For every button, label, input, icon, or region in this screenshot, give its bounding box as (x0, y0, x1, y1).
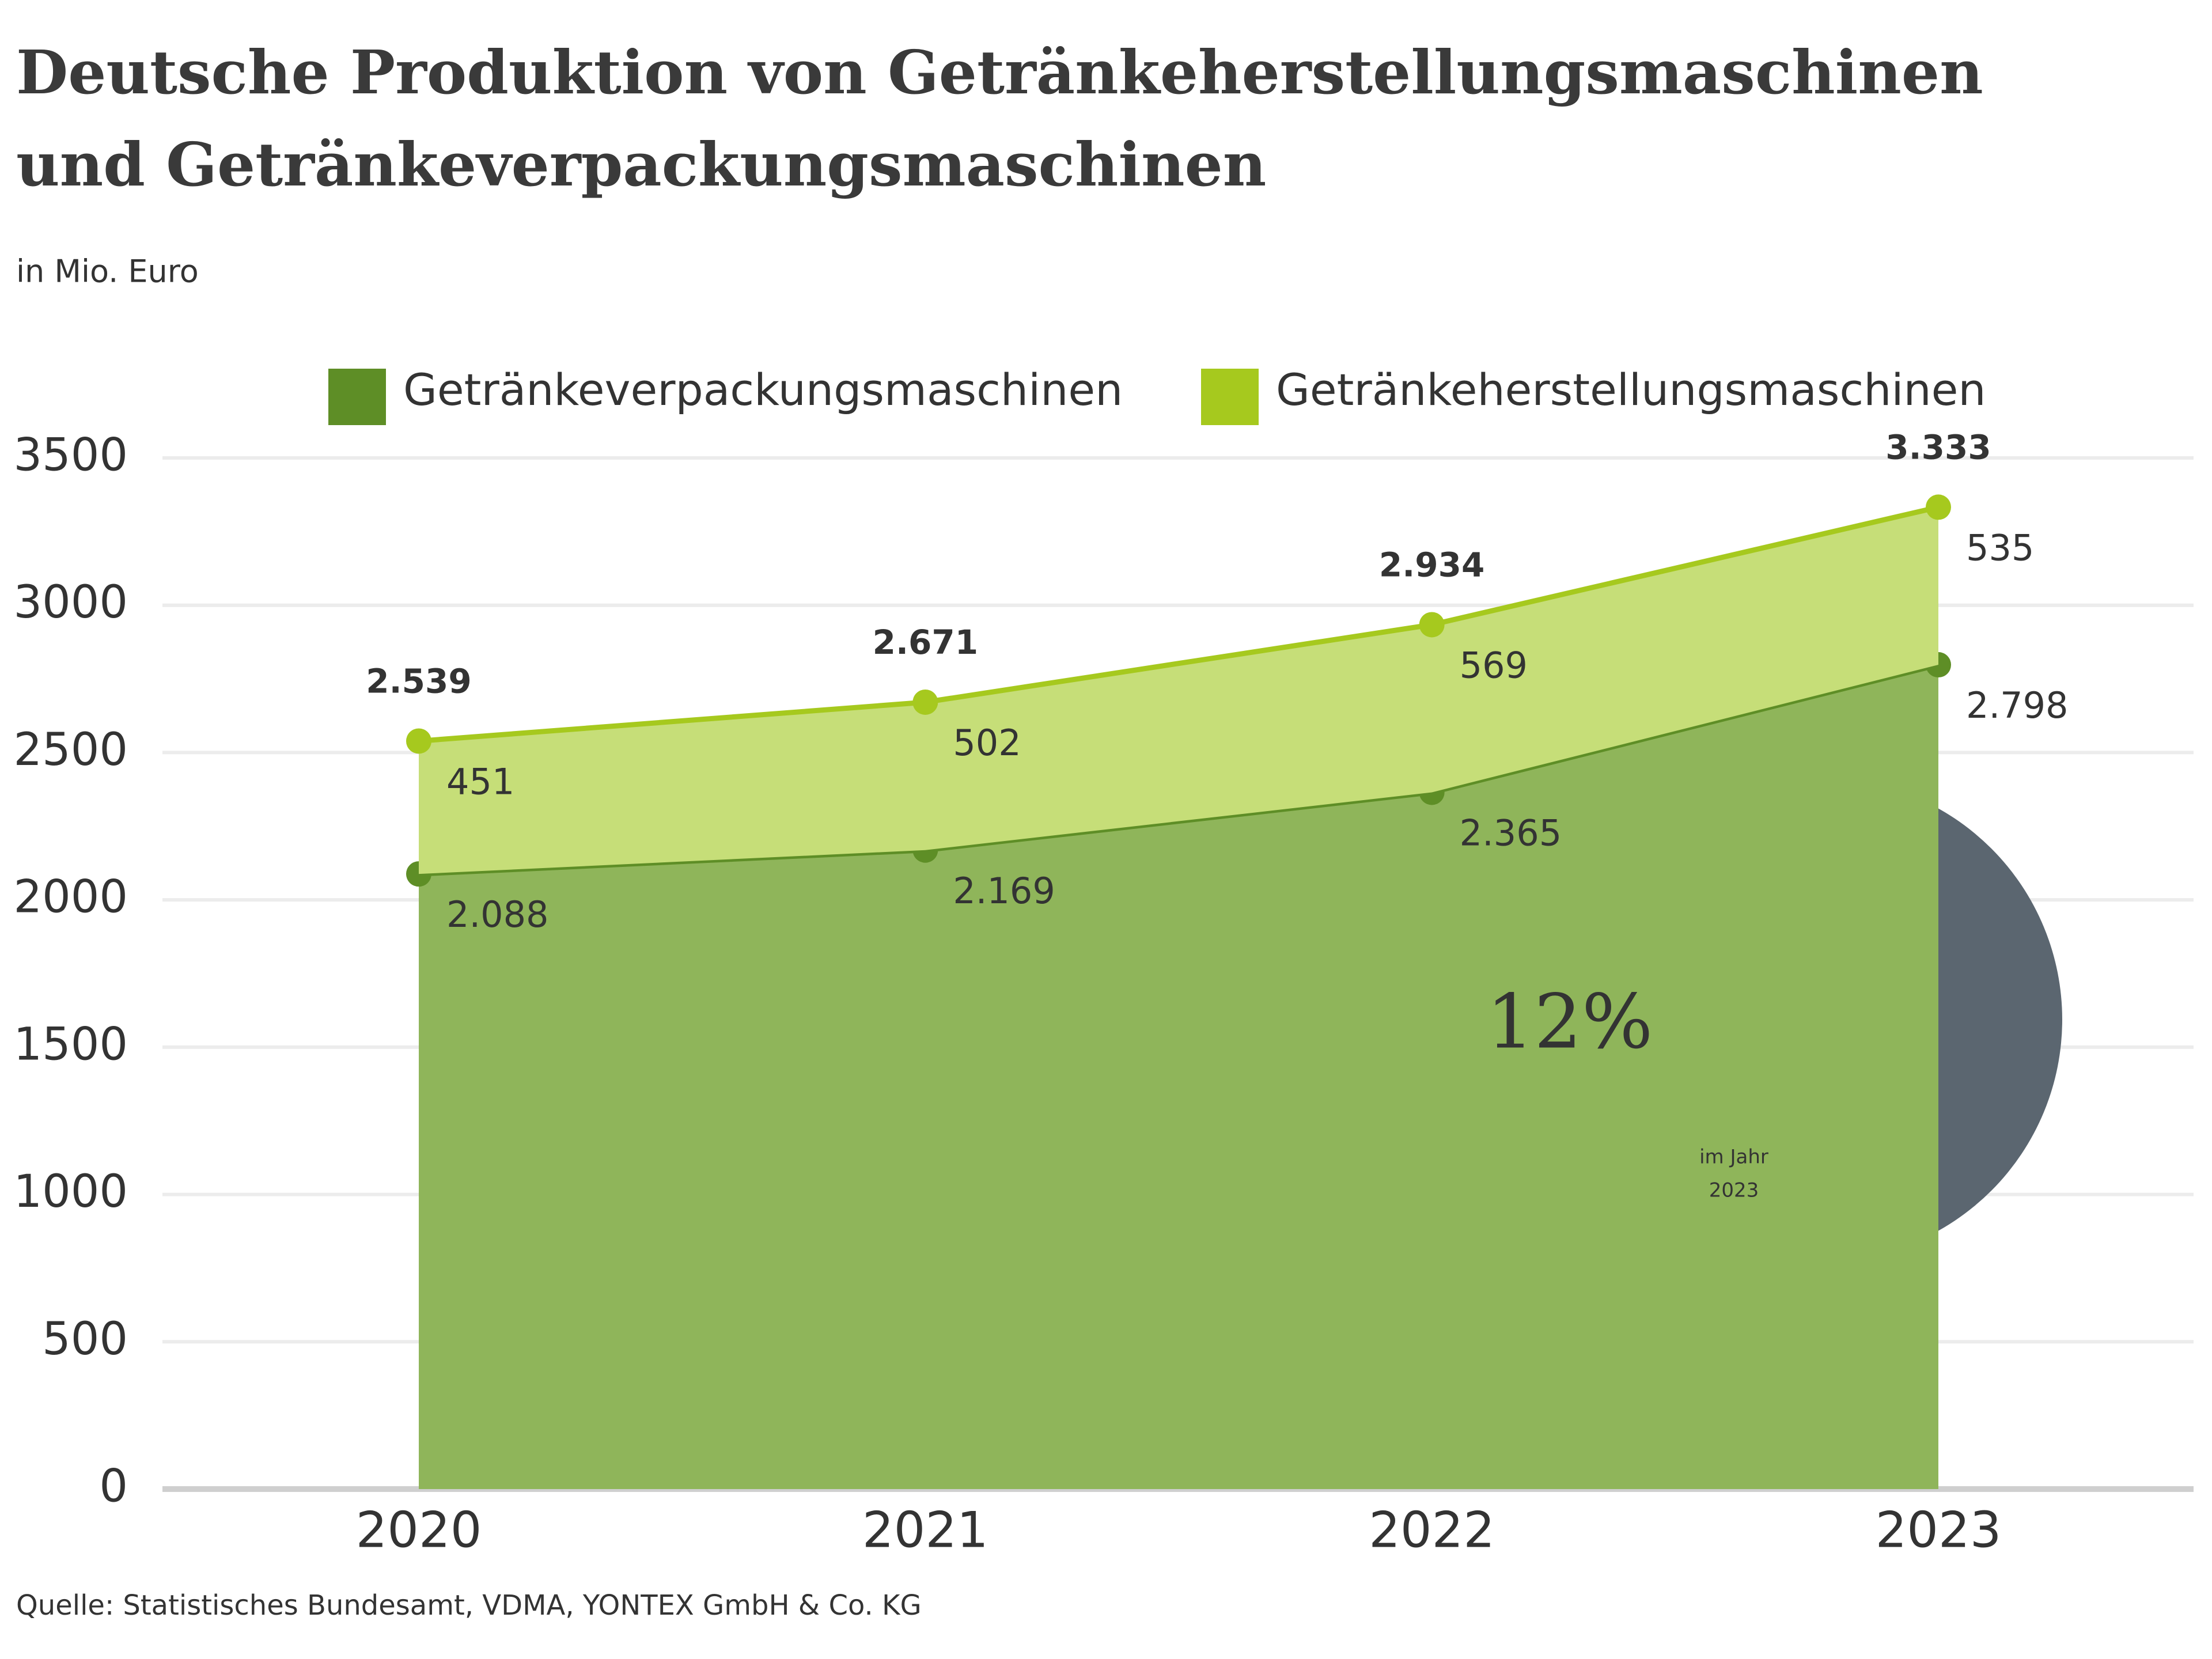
y-tick-label: 2500 (13, 724, 128, 776)
x-tick-label: 2023 (1876, 1501, 2002, 1559)
data-label: 569 (1460, 645, 1528, 687)
data-label: 2.088 (446, 893, 549, 935)
annotation: im Jahr (1699, 1146, 1768, 1169)
data-label: 2.365 (1460, 812, 1562, 854)
chart-title: und Getränkeverpackungsmaschinen (16, 129, 1266, 200)
data-label: 2.169 (953, 870, 1055, 912)
source: Quelle: Statistisches Bundesamt, VDMA, Y… (16, 1589, 922, 1622)
y-tick-label: 500 (42, 1313, 128, 1365)
area (419, 665, 1938, 1489)
y-tick-label: 2000 (13, 872, 128, 923)
total-label: 2.934 (1379, 546, 1484, 585)
chart-title: Deutsche Produktion von Getränkeherstell… (16, 37, 1983, 108)
x-tick-label: 2020 (356, 1501, 482, 1559)
y-tick-label: 3500 (13, 429, 128, 481)
data-label: 502 (953, 722, 1021, 764)
legend-label: Getränkeherstellungsmaschinen (1276, 364, 1986, 415)
total-label: 2.671 (873, 623, 978, 662)
total-label: 2.539 (366, 662, 471, 701)
point (1419, 612, 1445, 638)
y-tick-label: 3000 (13, 577, 128, 628)
legend-swatch (1201, 369, 1259, 425)
y-tick-label: 0 (99, 1460, 128, 1512)
legend-label: Getränkeverpackungsmaschinen (403, 364, 1123, 415)
data-label: 535 (1966, 527, 2034, 569)
point (912, 689, 938, 715)
annotation: 2023 (1709, 1179, 1759, 1202)
point (406, 728, 431, 754)
total-label: 3.333 (1885, 428, 1991, 467)
x-tick-label: 2021 (862, 1501, 988, 1559)
point (1926, 494, 1951, 520)
chart-subtitle: in Mio. Euro (16, 253, 199, 290)
data-label: 451 (446, 761, 514, 803)
line (418, 505, 1940, 744)
annotation: 12% (1487, 978, 1653, 1066)
y-tick-label: 1500 (13, 1018, 128, 1070)
data-label: 2.798 (1966, 684, 2069, 726)
x-tick-label: 2022 (1369, 1501, 1495, 1559)
legend-swatch (328, 369, 386, 425)
area (419, 507, 1938, 874)
y-tick-label: 1000 (13, 1166, 128, 1218)
